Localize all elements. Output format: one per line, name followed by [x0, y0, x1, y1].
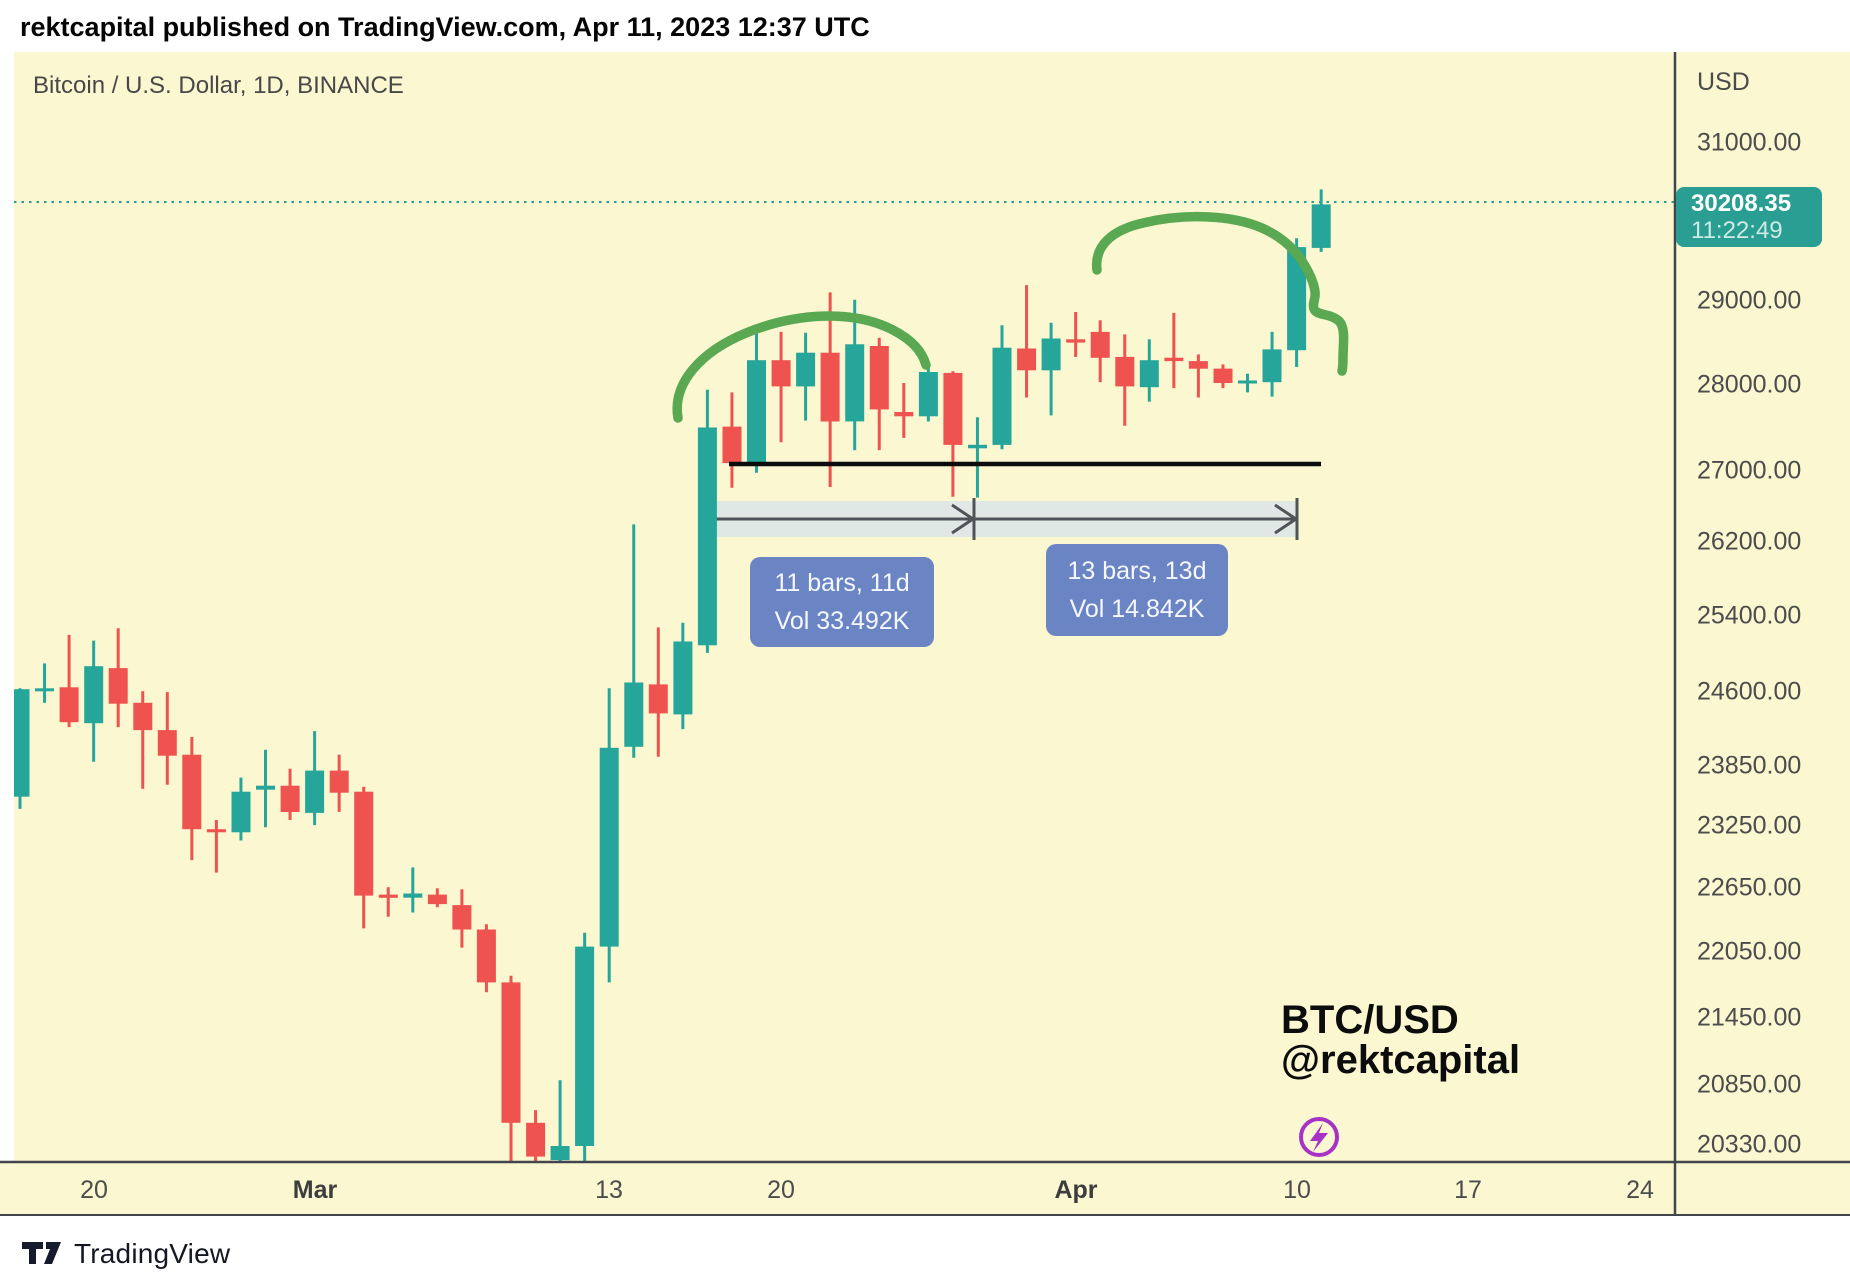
candle	[968, 444, 987, 449]
author-watermark: BTC/USD @rektcapital	[1281, 1000, 1520, 1080]
candle	[133, 702, 153, 731]
candle	[1139, 360, 1159, 388]
candle	[943, 372, 963, 445]
candle	[329, 770, 349, 793]
candle	[59, 687, 79, 723]
measure-bars-text: 13 bars, 13d	[1067, 556, 1207, 585]
candle	[1017, 348, 1037, 371]
candle	[1311, 204, 1331, 248]
symbol-title: Bitcoin / U.S. Dollar, 1D, BINANCE	[33, 72, 404, 99]
candle	[452, 905, 472, 930]
candle	[1164, 357, 1184, 362]
lightning-icon[interactable]	[1299, 1117, 1339, 1157]
candle	[1090, 331, 1110, 358]
candle	[1188, 361, 1208, 369]
tradingview-logo[interactable]: TradingView	[22, 1238, 230, 1270]
candle	[918, 372, 938, 417]
candle	[280, 785, 300, 812]
candle	[84, 666, 104, 724]
last-price-value: 30208.35	[1691, 190, 1792, 217]
candle	[624, 682, 644, 747]
candle	[378, 894, 398, 898]
candle	[992, 347, 1012, 445]
candle	[869, 346, 889, 410]
curve-drawing-right[interactable]	[1092, 211, 1349, 376]
candle	[845, 344, 865, 422]
curve-drawing-left[interactable]	[672, 311, 931, 423]
header: rektcapital published on TradingView.com…	[0, 0, 1850, 52]
time-scale[interactable]	[0, 1164, 1673, 1214]
currency-label: USD	[1697, 68, 1750, 96]
candle	[673, 641, 693, 715]
candle	[1066, 339, 1086, 343]
candle	[796, 352, 816, 387]
candle	[476, 929, 496, 983]
candle	[427, 894, 447, 905]
candle	[305, 770, 325, 813]
tradingview-brand-text: TradingView	[74, 1238, 231, 1269]
last-price-badge: 30208.35 11:22:49	[1676, 187, 1822, 247]
candles	[10, 189, 1331, 1162]
publish-caption: rektcapital published on TradingView.com…	[20, 12, 870, 42]
candle	[599, 747, 619, 947]
candle	[206, 829, 226, 833]
tradingview-mark-icon	[22, 1242, 61, 1264]
candle	[157, 730, 177, 756]
candle	[575, 946, 595, 1146]
candle	[1115, 356, 1135, 387]
measure-volume-text: Vol 33.492K	[774, 606, 910, 635]
measure-label: 11 bars, 11d Vol 33.492K	[750, 557, 934, 647]
measure-volume-text: Vol 14.842K	[1069, 594, 1205, 623]
candle	[1238, 380, 1257, 384]
candle	[722, 426, 742, 464]
candle	[648, 684, 668, 714]
candle	[1262, 349, 1282, 383]
candle	[1213, 368, 1233, 383]
candle	[256, 785, 275, 790]
candle	[501, 982, 521, 1123]
candle	[1041, 338, 1061, 371]
candle	[747, 360, 766, 464]
candle	[526, 1122, 546, 1157]
candle	[108, 668, 128, 704]
candle	[10, 689, 30, 797]
pane-left-gutter	[0, 52, 14, 1162]
candle	[697, 427, 717, 646]
measure-label: 13 bars, 13d Vol 14.842K	[1046, 544, 1228, 636]
candle	[820, 352, 840, 422]
candle	[771, 360, 791, 387]
candle	[231, 791, 251, 833]
watermark-handle: @rektcapital	[1281, 1038, 1521, 1082]
candle	[403, 893, 423, 898]
measure-tool[interactable]	[706, 498, 1299, 540]
candle	[182, 754, 202, 830]
candle	[550, 1146, 570, 1161]
measure-bars-text: 11 bars, 11d	[774, 568, 910, 597]
candle	[894, 412, 914, 417]
bar-countdown: 11:22:49	[1691, 217, 1783, 244]
candle	[1287, 247, 1307, 351]
candle	[35, 688, 54, 692]
watermark-symbol: BTC/USD	[1281, 998, 1459, 1042]
candle	[354, 791, 374, 896]
